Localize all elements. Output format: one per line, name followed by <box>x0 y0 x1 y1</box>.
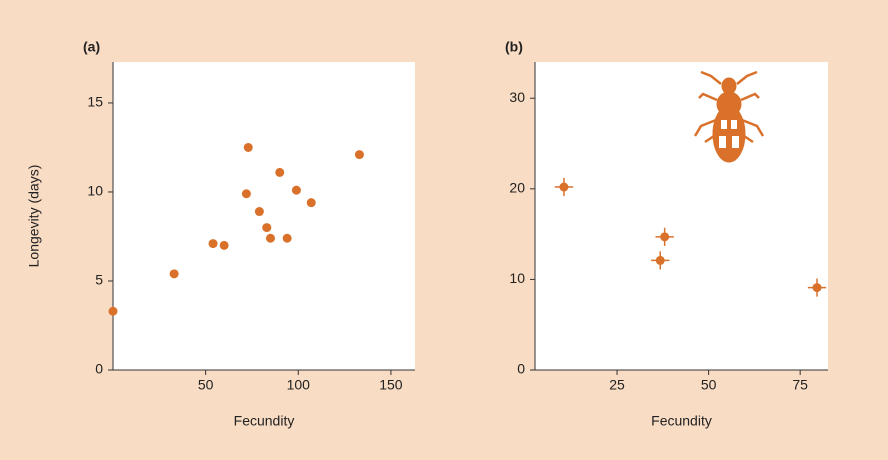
y-axis-label: Longevity (days) <box>26 165 42 268</box>
x-axis-label: Fecundity <box>234 413 295 429</box>
point <box>219 240 229 250</box>
beetle-icon <box>693 70 765 163</box>
plot-area <box>535 62 828 370</box>
y-tick-label: 0 <box>517 361 525 377</box>
y-tick-label: 10 <box>87 183 103 199</box>
point <box>354 150 364 160</box>
y-tick-label: 15 <box>87 94 103 110</box>
y-tick-label: 5 <box>95 272 103 288</box>
x-tick-label: 25 <box>609 377 625 393</box>
point <box>262 223 272 233</box>
point <box>241 189 251 199</box>
y-tick-label: 30 <box>509 89 525 105</box>
plot-area <box>113 62 415 370</box>
point <box>265 233 275 243</box>
point <box>282 233 292 243</box>
y-tick-label: 20 <box>509 180 525 196</box>
panel-label: (b) <box>505 39 523 55</box>
point <box>559 182 569 192</box>
x-tick-label: 75 <box>792 377 808 393</box>
x-tick-label: 50 <box>701 377 717 393</box>
point <box>254 207 264 217</box>
point <box>208 239 218 249</box>
y-tick-label: 0 <box>95 361 103 377</box>
point <box>243 142 253 152</box>
point <box>655 255 665 265</box>
x-axis-label: Fecundity <box>651 413 712 429</box>
point <box>108 306 118 316</box>
x-tick-label: 100 <box>287 377 311 393</box>
panel-label: (a) <box>83 39 100 55</box>
point <box>169 269 179 279</box>
x-tick-label: 50 <box>198 377 214 393</box>
point <box>660 232 670 242</box>
y-tick-label: 10 <box>509 270 525 286</box>
point <box>275 167 285 177</box>
point <box>812 283 822 293</box>
x-tick-label: 150 <box>379 377 403 393</box>
point <box>306 198 316 208</box>
point <box>291 185 301 195</box>
